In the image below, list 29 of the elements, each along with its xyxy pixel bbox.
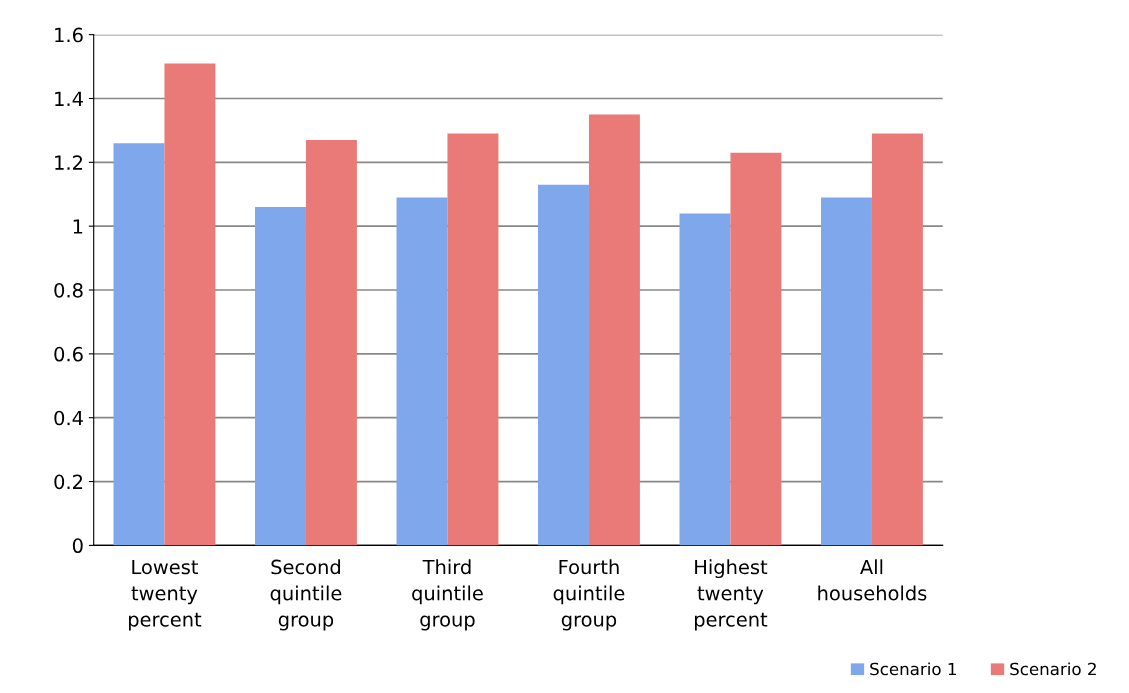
legend-label: Scenario 2 (1010, 662, 1096, 676)
bar (730, 152, 782, 546)
y-tick-label: 1.4 (55, 91, 83, 106)
y-tick-label: 0.8 (54, 282, 83, 298)
bar (305, 139, 357, 546)
x-tick-label: Third quintile group (412, 559, 483, 631)
bar (821, 197, 872, 546)
bar (538, 184, 589, 546)
bar (113, 143, 165, 546)
bar (255, 207, 306, 546)
bar (164, 63, 216, 546)
bar (679, 213, 731, 546)
x-tick-label: Lowest twenty percent (128, 559, 202, 631)
bar (871, 133, 923, 546)
y-tick-label: 0.4 (54, 410, 83, 426)
y-tick-label: 1 (73, 219, 83, 234)
legend-label: Scenario 1 (870, 662, 956, 676)
y-tick-label: 1.6 (55, 27, 83, 43)
bar (588, 114, 640, 546)
y-tick-label: 1.2 (55, 155, 83, 170)
y-tick-label: 0 (72, 538, 83, 554)
bar (396, 197, 448, 546)
x-tick-label: All households (818, 559, 927, 601)
y-tick-label: 0.6 (54, 346, 83, 362)
x-tick-label: Second quintile group (270, 559, 342, 631)
y-tick-label: 0.2 (54, 474, 83, 490)
x-tick-label: Highest twenty percent (695, 559, 768, 631)
bar (447, 133, 499, 546)
x-tick-label: Fourth quintile group (553, 559, 625, 631)
